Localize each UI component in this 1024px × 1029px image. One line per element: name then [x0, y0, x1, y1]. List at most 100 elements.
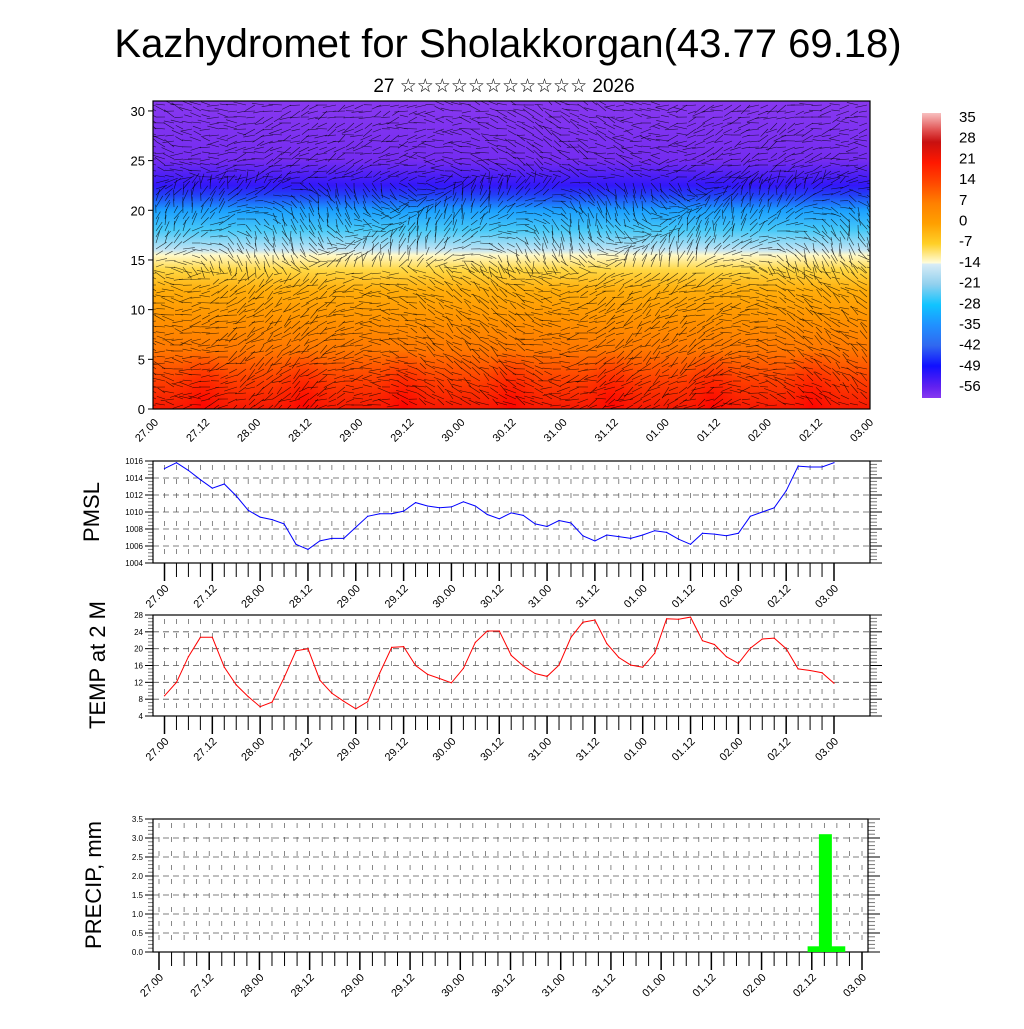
temp2m-point: [511, 655, 512, 656]
y-tick-label: 28: [134, 611, 143, 620]
colorbar-label: 14: [959, 171, 976, 188]
x-tick-label: 31.12: [574, 583, 602, 611]
temp2m-point: [236, 684, 237, 685]
x-tick-label: 28.12: [287, 583, 315, 611]
x-tick-label: 02.00: [718, 583, 746, 611]
y-tick-label: 20: [131, 203, 145, 218]
precip-bar: [819, 834, 832, 952]
temp2m-point: [176, 682, 177, 683]
pmsl-point: [523, 515, 524, 516]
temp2m-point: [630, 664, 631, 665]
x-tick-label: 02.12: [791, 972, 819, 1000]
pmsl-point: [618, 536, 619, 537]
x-tick-label: 01.12: [695, 417, 723, 445]
x-tick-label: 27.00: [144, 736, 172, 764]
x-tick-label: 30.12: [478, 736, 506, 764]
temp2m-point: [283, 677, 284, 678]
pmsl-point: [415, 502, 416, 503]
y-tick-label: 1010: [125, 508, 143, 517]
temp2m-point: [762, 638, 763, 639]
pmsl-point: [367, 516, 368, 517]
temp2m-point: [702, 640, 703, 641]
pmsl-point: [248, 510, 249, 511]
pmsl-point: [558, 520, 559, 521]
pmsl-point: [463, 501, 464, 502]
temp2m-point: [750, 648, 751, 649]
temp2m-point: [809, 670, 810, 671]
temp2m-point: [260, 706, 261, 707]
x-tick-label: 31.00: [542, 417, 570, 445]
y-tick-label: 24: [134, 628, 143, 637]
y-tick-label: 15: [131, 253, 145, 268]
temp2m-point: [403, 646, 404, 647]
pmsl-point: [343, 538, 344, 539]
x-tick-label: 29.00: [335, 736, 363, 764]
pmsl-point: [188, 470, 189, 471]
temp2m-point: [200, 637, 201, 638]
y-tick-label: 1016: [125, 457, 143, 466]
x-tick-label: 02.12: [797, 417, 825, 445]
y-tick-label: 1012: [125, 491, 143, 500]
pmsl-point: [427, 505, 428, 506]
y-tick-label: 0: [138, 402, 145, 417]
x-tick-label: 01.00: [622, 583, 650, 611]
y-tick-label: 0.5: [132, 929, 144, 938]
pmsl-point: [212, 488, 213, 489]
pmsl-point: [499, 518, 500, 519]
temp2m-point: [307, 648, 308, 649]
page-subtitle: 27 ☆☆☆☆☆☆☆☆☆☆☆ 2026: [373, 76, 634, 97]
colorbar-label: -49: [959, 357, 981, 374]
x-tick-label: 28.00: [235, 417, 263, 445]
y-tick-label: 4: [139, 712, 144, 721]
pmsl-point: [642, 534, 643, 535]
pmsl-point: [164, 468, 165, 469]
x-tick-label: 02.00: [741, 972, 769, 1000]
colorbar-label: 0: [959, 213, 967, 230]
y-tick-label: 30: [131, 104, 145, 119]
pmsl-point: [726, 535, 727, 536]
temp2m-point: [774, 638, 775, 639]
x-tick-label: 27.12: [191, 736, 219, 764]
temp2m-point: [391, 647, 392, 648]
pmsl-point: [809, 466, 810, 467]
pmsl-point: [750, 516, 751, 517]
pmsl-point: [295, 544, 296, 545]
x-tick-label: 29.12: [389, 972, 417, 1000]
x-tick-label: 01.12: [670, 736, 698, 764]
x-tick-label: 30.00: [431, 736, 459, 764]
temp2m-point: [618, 657, 619, 658]
pmsl-point: [546, 526, 547, 527]
x-tick-label: 30.12: [478, 583, 506, 611]
pmsl-point: [355, 527, 356, 528]
precip-axis-label: PRECIP, mm: [81, 821, 106, 949]
colorbar-scale: [922, 113, 941, 398]
y-tick-label: 3.0: [132, 834, 144, 843]
temp2m-point: [427, 674, 428, 675]
y-tick-label: 10: [131, 303, 145, 318]
x-tick-label: 30.00: [431, 583, 459, 611]
temp2m-point: [499, 630, 500, 631]
pmsl-point: [570, 522, 571, 523]
colorbar-label: -56: [959, 378, 981, 395]
temp2m-point: [654, 653, 655, 654]
x-tick-label: 28.12: [286, 417, 314, 445]
temp2m-point: [415, 665, 416, 666]
pmsl-point: [224, 483, 225, 484]
x-tick-label: 02.12: [765, 736, 793, 764]
temp2m-point: [475, 642, 476, 643]
temp2m-point: [678, 619, 679, 620]
pmsl-point: [439, 507, 440, 508]
temp2m-point: [546, 676, 547, 677]
x-tick-label: 01.12: [691, 972, 719, 1000]
pmsl-point: [283, 523, 284, 524]
pmsl-point: [786, 490, 787, 491]
temp2m-point: [451, 682, 452, 683]
temp2m-point: [295, 650, 296, 651]
y-tick-label: 12: [134, 678, 143, 687]
colorbar-label: 28: [959, 130, 976, 147]
colorbar-label: -7: [959, 233, 972, 250]
x-tick-label: 27.12: [191, 583, 219, 611]
